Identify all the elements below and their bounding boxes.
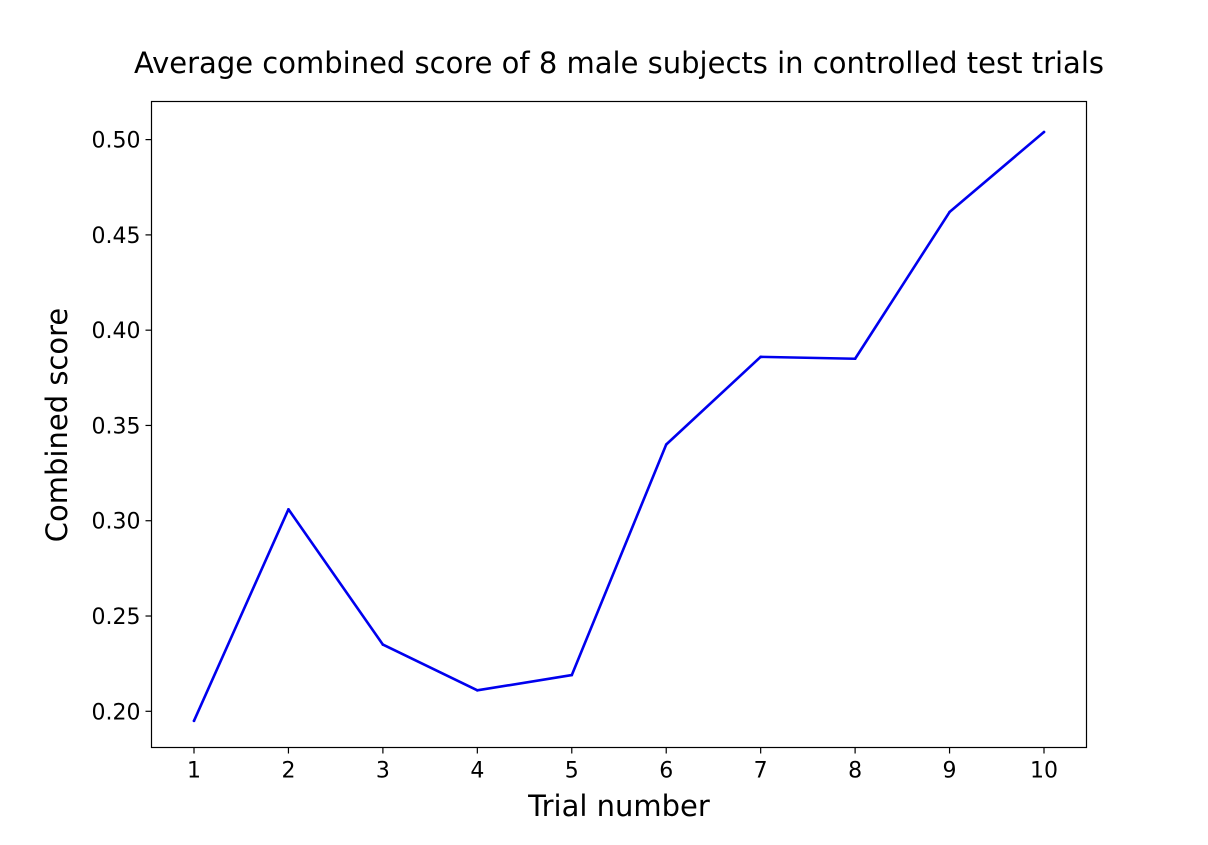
y-tick-label: 0.20: [92, 700, 141, 725]
series-line: [192, 130, 1046, 723]
y-tick-label: 0.35: [92, 414, 141, 439]
x-tick-label: 5: [565, 759, 579, 784]
y-tick-label: 0.50: [92, 129, 141, 154]
chart-title: Average combined score of 8 male subject…: [134, 46, 1104, 80]
y-tick-label: 0.30: [92, 510, 141, 535]
x-tick-label: 1: [187, 759, 201, 784]
data-point: [759, 355, 762, 359]
x-tick-label: 8: [848, 759, 862, 784]
y-tick-label: 0.45: [92, 224, 141, 249]
data-point: [570, 673, 574, 677]
x-tick-label: 7: [754, 759, 768, 784]
data-point: [287, 507, 290, 511]
plot-frame: [150, 100, 1088, 749]
y-tick-label: 0.40: [92, 319, 141, 344]
data-point: [476, 689, 479, 692]
y-axis-ticks: 0.20 0.25 0.30 0.35 0.40 0.45 0.50: [92, 129, 152, 725]
data-point: [192, 719, 196, 723]
x-tick-label: 10: [1030, 759, 1058, 784]
data-point: [948, 210, 951, 214]
x-axis-label: Trial number: [527, 789, 710, 823]
data-point: [1042, 130, 1046, 134]
x-tick-label: 3: [376, 759, 390, 784]
y-tick-label: 0.25: [92, 605, 141, 630]
y-axis-label: Combined score: [40, 308, 74, 542]
x-tick-label: 2: [281, 759, 295, 784]
data-point: [853, 357, 857, 361]
plot-area: [192, 130, 1046, 723]
x-tick-label: 9: [943, 759, 957, 784]
x-tick-label: 6: [659, 759, 673, 784]
data-point: [381, 643, 385, 646]
x-axis-ticks: 1 2 3 4 5 6 7 8 9 10: [187, 747, 1058, 784]
data-point: [664, 443, 668, 446]
x-tick-label: 4: [470, 759, 484, 784]
